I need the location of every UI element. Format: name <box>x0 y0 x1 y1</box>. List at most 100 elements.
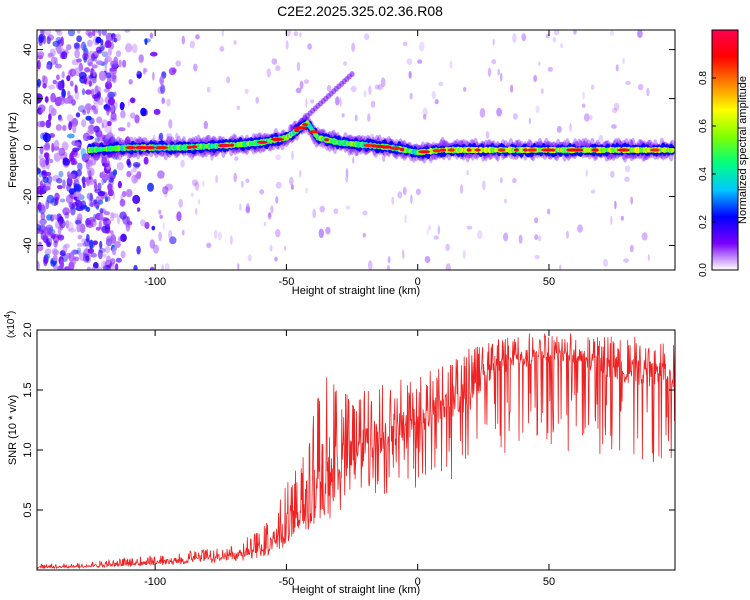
spectrogram-peak-cell <box>418 150 431 154</box>
spectrogram-noise-cell <box>49 158 54 164</box>
snr-y-tick-label: 1.0 <box>22 442 34 457</box>
spectrogram-noise-cell <box>47 54 55 59</box>
spectrogram-noise-cell <box>104 158 110 167</box>
spectrogram-noise-cell <box>117 180 122 189</box>
spectrogram-noise-cell <box>169 236 177 245</box>
spectrogram-faint-cell <box>482 180 486 191</box>
spectrogram-noise-cell <box>81 119 87 128</box>
spectrogram-faint-cell <box>479 108 486 118</box>
spectrogram-noise-cell <box>130 112 136 119</box>
spectrogram-noise-cell <box>46 237 53 247</box>
spectrogram-noise-cell <box>54 63 62 69</box>
spectrogram-noise-cell <box>165 183 173 191</box>
spectrogram-faint-cell <box>299 32 302 38</box>
spectrogram-faint-cell <box>556 125 562 133</box>
spectrogram-faint-cell <box>374 84 380 90</box>
spectrogram-faint-cell <box>646 87 650 97</box>
spectrogram-noise-cell <box>103 266 109 270</box>
spectrogram-faint-cell <box>343 61 348 66</box>
spectrogram-noise-cell <box>90 88 95 97</box>
spectrogram-noise-cell <box>102 264 111 270</box>
spectrogram-faint-cell <box>275 65 281 72</box>
spectrogram-peak-cell <box>650 148 660 152</box>
spectrogram-noise-cell <box>72 249 80 254</box>
spectrogram-noise-cell <box>88 193 93 202</box>
spectrogram-noise-cell <box>74 141 82 147</box>
spectrogram-noise-cell <box>136 245 141 255</box>
spectrogram-noise-cell <box>104 196 109 203</box>
spectrogram-faint-cell <box>162 222 165 231</box>
spectrogram-faint-cell <box>175 60 181 67</box>
spectrogram-noise-cell <box>62 179 66 189</box>
spectrogram-noise-cell <box>106 120 112 127</box>
spectrogram-faint-cell <box>637 83 644 91</box>
spectrogram-noise-cell <box>176 211 182 222</box>
spectrogram-noise-cell <box>162 186 169 195</box>
spectrogram-noise-cell <box>92 262 99 269</box>
spectrogram-faint-cell <box>559 264 562 270</box>
spectrogram-noise-cell <box>46 241 52 247</box>
spectrogram-faint-cell <box>623 258 629 263</box>
spectrogram-peak-cell <box>439 148 447 152</box>
spectrogram-peak-cell <box>432 149 442 153</box>
spectrogram-noise-cell <box>128 79 133 85</box>
spectrogram-noise-cell <box>131 174 138 184</box>
spectrogram-faint-cell <box>274 256 278 262</box>
spectrogram-noise-cell <box>102 218 108 226</box>
spectrogram-faint-cell <box>422 107 428 117</box>
spectrogram-noise-cell <box>74 42 80 49</box>
spectrogram-faint-cell <box>303 79 310 84</box>
spectrogram-noise-cell <box>93 109 99 115</box>
spectrogram-noise-cell <box>110 234 117 244</box>
spectrogram-faint-cell <box>538 61 541 66</box>
spectrogram-faint-cell <box>438 81 444 87</box>
spectrogram-noise-cell <box>64 243 70 249</box>
spectrogram-noise-cell <box>112 154 118 161</box>
spectrogram-noise-cell <box>87 167 95 177</box>
spectrogram-noise-cell <box>102 253 107 258</box>
spectrogram-noise-cell <box>62 158 71 166</box>
spectrogram-noise-cell <box>91 53 95 62</box>
spectrogram-noise-cell <box>52 233 60 244</box>
spectrogram-noise-cell <box>83 248 91 259</box>
snr-x-tick-label: -50 <box>278 576 294 588</box>
spectrogram-faint-cell <box>387 256 391 264</box>
spectrogram-noise-cell <box>47 52 54 58</box>
spectrogram-noise-cell <box>159 75 164 86</box>
spectrogram-peak-cell <box>577 148 583 152</box>
spectrogram-noise-cell <box>56 185 63 190</box>
spectrogram-noise-cell <box>99 44 106 51</box>
spectrogram-faint-cell <box>354 114 358 122</box>
spectrogram-noise-cell <box>45 253 50 259</box>
spectrogram-noise-cell <box>127 161 132 168</box>
snr-multiplier: (x104) <box>3 311 17 338</box>
spectrogram-faint-cell <box>275 196 279 204</box>
spectrogram-faint-cell <box>437 225 440 235</box>
spectrogram-faint-cell <box>164 191 168 198</box>
spectrogram-noise-cell <box>114 241 121 248</box>
spectrogram-faint-cell <box>237 263 240 270</box>
spectrogram-noise-cell <box>89 159 97 166</box>
spectrogram-faint-cell <box>417 59 423 64</box>
spectrogram-noise-cell <box>136 171 142 180</box>
spectrogram-noise-cell <box>150 51 158 57</box>
spectrogram-noise-cell <box>44 30 52 36</box>
spectrogram-peak-cell <box>591 148 599 152</box>
spectrogram-noise-cell <box>37 224 42 231</box>
spectrogram-faint-cell <box>445 243 451 251</box>
spectrogram-faint-cell <box>547 66 553 72</box>
spectrogram-noise-cell <box>89 239 94 250</box>
spectrogram-faint-cell <box>203 120 208 130</box>
spectrogram-faint-cell <box>166 98 171 107</box>
spectrogram-faint-cell <box>284 245 287 251</box>
spectrogram-faint-cell <box>115 33 121 42</box>
spectrogram-faint-cell <box>293 31 299 37</box>
spectrogram-noise-cell <box>92 240 98 246</box>
spectrogram-faint-cell <box>581 103 586 108</box>
spectrogram-noise-cell <box>136 70 141 75</box>
spectrogram-faint-cell <box>397 191 403 199</box>
spectrogram-peak-cell <box>522 148 528 152</box>
spectrogram-faint-cell <box>319 205 326 213</box>
spectrogram-noise-cell <box>65 44 72 51</box>
